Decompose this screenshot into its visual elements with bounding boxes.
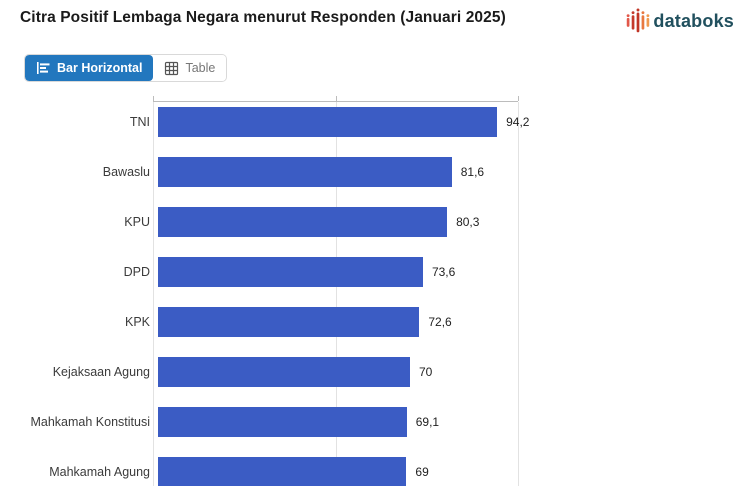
bar[interactable]: [158, 157, 452, 187]
bar[interactable]: [158, 457, 407, 486]
value-label: 94,2: [506, 115, 530, 129]
bar-chart: TNI 94,2 Bawaslu 81,6 KPU 80,3 DPD 73,6 KPK 72,6 K…: [0, 97, 741, 486]
chart-row: Bawaslu 81,6: [0, 147, 741, 197]
bar-track: 72,6: [158, 307, 518, 337]
bar-track: 69,1: [158, 407, 518, 437]
chart-row: Kejaksaan Agung 70: [0, 347, 741, 397]
value-label: 69: [415, 465, 429, 479]
category-label: Mahkamah Konstitusi: [30, 415, 150, 429]
page-title: Citra Positif Lembaga Negara menurut Res…: [20, 9, 506, 26]
bar-track: 80,3: [158, 207, 518, 237]
value-label: 73,6: [431, 265, 456, 279]
bar[interactable]: [158, 307, 420, 337]
value-label: 80,3: [456, 215, 480, 229]
value-label: 72,6: [428, 315, 452, 329]
bar[interactable]: [158, 107, 498, 137]
chart-row: Mahkamah Konstitusi 69,1: [0, 397, 741, 447]
databoks-logo[interactable]: databoks: [626, 8, 734, 35]
tab-table-label: Table: [185, 61, 216, 75]
value-label: 69,1: [415, 415, 440, 429]
bar[interactable]: [158, 257, 423, 287]
bar[interactable]: [158, 407, 407, 437]
bar-track: 73,6: [158, 257, 518, 287]
chart-row: TNI 94,2: [0, 97, 741, 147]
bar[interactable]: [158, 357, 410, 387]
tab-bar-horizontal[interactable]: Bar Horizontal: [25, 55, 154, 81]
databoks-logo-icon: [626, 8, 650, 35]
category-label: KPU: [124, 215, 150, 229]
category-label: TNI: [129, 115, 150, 129]
bar[interactable]: [158, 207, 448, 237]
value-label: 70: [419, 365, 433, 379]
category-label: Kejaksaan Agung: [52, 365, 150, 379]
tab-bar-horizontal-label: Bar Horizontal: [57, 61, 143, 75]
chart-row: DPD 73,6: [0, 247, 741, 297]
chart-row: KPK 72,6: [0, 297, 741, 347]
table-icon: [164, 61, 179, 76]
value-label: 81,6: [460, 165, 485, 179]
bar-track: 94,2: [158, 107, 529, 137]
chart-row: KPU 80,3: [0, 197, 741, 247]
category-label: DPD: [123, 265, 150, 279]
view-switcher: Bar Horizontal Table: [24, 54, 228, 82]
bar-horizontal-icon: [36, 61, 51, 75]
category-label: Mahkamah Agung: [49, 465, 150, 479]
bar-track: 69: [158, 457, 518, 486]
tab-table[interactable]: Table: [153, 55, 227, 81]
category-label: Bawaslu: [102, 165, 150, 179]
bar-track: 81,6: [158, 157, 518, 187]
chart-row: Mahkamah Agung 69: [0, 447, 741, 486]
databoks-logo-text: databoks: [653, 11, 734, 31]
bar-track: 70: [158, 357, 518, 387]
category-label: KPK: [124, 315, 150, 329]
